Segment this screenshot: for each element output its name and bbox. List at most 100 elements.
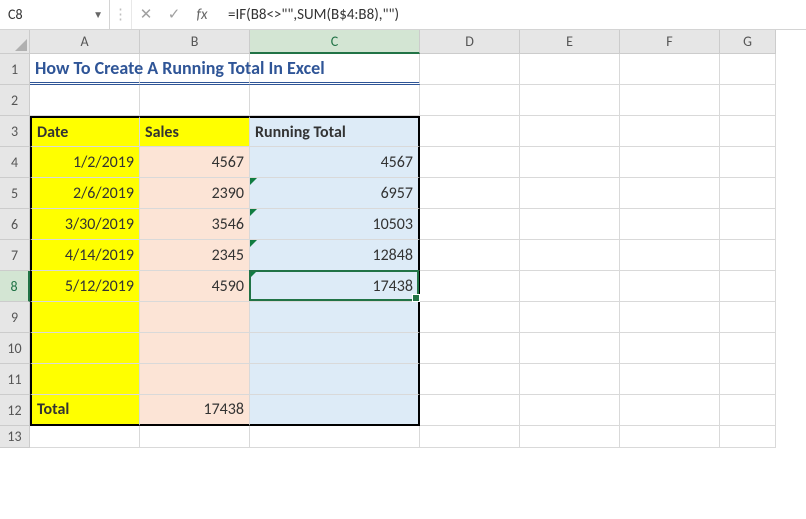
cell-G13[interactable]	[720, 426, 776, 448]
cell-C8[interactable]: 17438	[250, 271, 420, 302]
cell-G7[interactable]	[720, 240, 776, 271]
cell-C4[interactable]: 4567	[250, 147, 420, 178]
cell-G3[interactable]	[720, 116, 776, 147]
name-box-dropdown-icon[interactable]: ▼	[93, 8, 103, 21]
cell-F7[interactable]	[620, 240, 720, 271]
cell-D7[interactable]	[420, 240, 520, 271]
cell-G9[interactable]	[720, 302, 776, 333]
column-header-D[interactable]: D	[420, 30, 520, 54]
cell-E5[interactable]	[520, 178, 620, 209]
cell-C10[interactable]	[250, 333, 420, 364]
row-header-3[interactable]: 3	[0, 116, 30, 147]
cell-A3[interactable]: Date	[30, 116, 140, 147]
insert-function-icon[interactable]: fx	[188, 0, 216, 29]
cell-F13[interactable]	[620, 426, 720, 448]
cell-G2[interactable]	[720, 85, 776, 116]
cell-F3[interactable]	[620, 116, 720, 147]
cell-E1[interactable]	[520, 54, 620, 85]
cell-B2[interactable]	[140, 85, 250, 116]
row-header-7[interactable]: 7	[0, 240, 30, 271]
cell-E10[interactable]	[520, 333, 620, 364]
cell-D11[interactable]	[420, 364, 520, 395]
cell-C13[interactable]	[250, 426, 420, 448]
cell-G4[interactable]	[720, 147, 776, 178]
name-box[interactable]: C8 ▼	[0, 0, 110, 29]
row-header-11[interactable]: 11	[0, 364, 30, 395]
cell-F9[interactable]	[620, 302, 720, 333]
row-header-5[interactable]: 5	[0, 178, 30, 209]
cell-G12[interactable]	[720, 395, 776, 426]
cell-C2[interactable]	[250, 85, 420, 116]
row-header-1[interactable]: 1	[0, 54, 30, 85]
cell-G10[interactable]	[720, 333, 776, 364]
cell-D3[interactable]	[420, 116, 520, 147]
cell-G8[interactable]	[720, 271, 776, 302]
cell-D9[interactable]	[420, 302, 520, 333]
cell-E2[interactable]	[520, 85, 620, 116]
cell-E9[interactable]	[520, 302, 620, 333]
cell-A2[interactable]	[30, 85, 140, 116]
formula-input[interactable]: =IF(B8<>"",SUM(B$4:B8),"")	[216, 0, 806, 29]
cancel-icon[interactable]: ✕	[132, 0, 160, 29]
cell-F6[interactable]	[620, 209, 720, 240]
cell-A7[interactable]: 4/14/2019	[30, 240, 140, 271]
select-all-corner[interactable]	[0, 30, 30, 54]
cell-B7[interactable]: 2345	[140, 240, 250, 271]
column-header-F[interactable]: F	[620, 30, 720, 54]
cell-E3[interactable]	[520, 116, 620, 147]
cell-C6[interactable]: 10503	[250, 209, 420, 240]
cell-E8[interactable]	[520, 271, 620, 302]
cell-A1[interactable]: How To Create A Running Total In Excel	[30, 54, 140, 85]
cell-C5[interactable]: 6957	[250, 178, 420, 209]
cell-F4[interactable]	[620, 147, 720, 178]
row-header-8[interactable]: 8	[0, 271, 30, 302]
row-header-9[interactable]: 9	[0, 302, 30, 333]
row-header-6[interactable]: 6	[0, 209, 30, 240]
cell-D5[interactable]	[420, 178, 520, 209]
column-header-B[interactable]: B	[140, 30, 250, 54]
cell-F2[interactable]	[620, 85, 720, 116]
cell-D2[interactable]	[420, 85, 520, 116]
cell-D12[interactable]	[420, 395, 520, 426]
row-header-10[interactable]: 10	[0, 333, 30, 364]
cell-B12[interactable]: 17438	[140, 395, 250, 426]
cell-E11[interactable]	[520, 364, 620, 395]
cell-A9[interactable]	[30, 302, 140, 333]
cell-A11[interactable]	[30, 364, 140, 395]
cell-F10[interactable]	[620, 333, 720, 364]
cell-B3[interactable]: Sales	[140, 116, 250, 147]
accept-icon[interactable]: ✓	[160, 0, 188, 29]
cell-B9[interactable]	[140, 302, 250, 333]
cell-G11[interactable]	[720, 364, 776, 395]
cell-C9[interactable]	[250, 302, 420, 333]
cell-B5[interactable]: 2390	[140, 178, 250, 209]
cell-C3[interactable]: Running Total	[250, 116, 420, 147]
cell-F5[interactable]	[620, 178, 720, 209]
column-header-E[interactable]: E	[520, 30, 620, 54]
cell-B10[interactable]	[140, 333, 250, 364]
cell-D6[interactable]	[420, 209, 520, 240]
cell-D4[interactable]	[420, 147, 520, 178]
cell-E7[interactable]	[520, 240, 620, 271]
cell-A13[interactable]	[30, 426, 140, 448]
cell-D1[interactable]	[420, 54, 520, 85]
cell-C11[interactable]	[250, 364, 420, 395]
cell-E4[interactable]	[520, 147, 620, 178]
column-header-C[interactable]: C	[250, 30, 420, 54]
cell-A12[interactable]: Total	[30, 395, 140, 426]
cell-E12[interactable]	[520, 395, 620, 426]
row-header-2[interactable]: 2	[0, 85, 30, 116]
cell-B8[interactable]: 4590	[140, 271, 250, 302]
cell-G5[interactable]	[720, 178, 776, 209]
cell-F8[interactable]	[620, 271, 720, 302]
cell-B6[interactable]: 3546	[140, 209, 250, 240]
cell-D10[interactable]	[420, 333, 520, 364]
cell-A4[interactable]: 1/2/2019	[30, 147, 140, 178]
cell-D13[interactable]	[420, 426, 520, 448]
cell-D8[interactable]	[420, 271, 520, 302]
cell-C12[interactable]	[250, 395, 420, 426]
cell-F1[interactable]	[620, 54, 720, 85]
row-header-13[interactable]: 13	[0, 426, 30, 448]
column-header-A[interactable]: A	[30, 30, 140, 54]
cell-E13[interactable]	[520, 426, 620, 448]
